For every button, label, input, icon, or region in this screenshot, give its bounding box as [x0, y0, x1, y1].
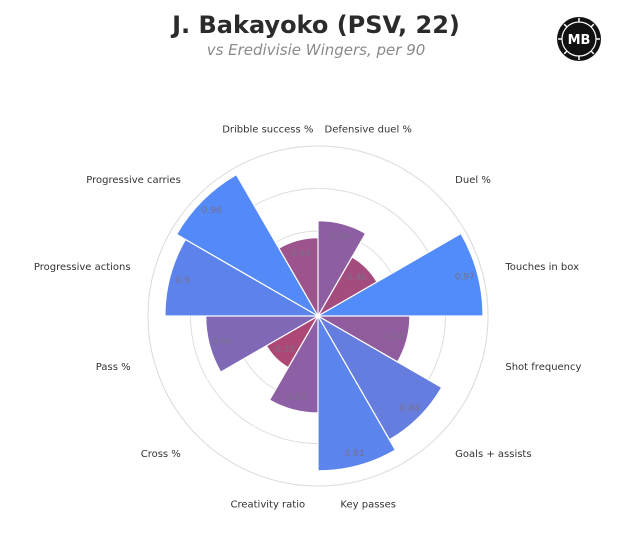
spoke-line	[317, 315, 404, 464]
category-label: Progressive actions	[34, 262, 131, 273]
spoke-line	[317, 168, 404, 317]
value-label: 0.97	[455, 273, 475, 283]
spoke-line	[232, 315, 319, 464]
spoke-line	[170, 315, 319, 402]
spoke-line	[317, 315, 466, 402]
value-label: 0.35	[275, 345, 295, 355]
category-label: Touches in box	[504, 262, 579, 273]
chart-subtitle: vs Eredivisie Wingers, per 90	[206, 41, 426, 59]
spoke-line	[232, 168, 319, 317]
chart-category-labels: Defensive duel % Duel % Touches in box Shot…	[34, 125, 582, 511]
value-label: 0.40	[347, 273, 367, 283]
value-label: 0.84	[400, 404, 420, 414]
category-label: Pass %	[96, 362, 131, 373]
value-label: 0.54	[384, 332, 404, 342]
category-label: Shot frequency	[505, 362, 581, 373]
chart-title: J. Bakayoko (PSV, 22)	[172, 11, 460, 39]
category-label: Cross %	[141, 449, 181, 460]
spoke-line	[317, 230, 466, 317]
chart-spokes	[147, 145, 489, 487]
category-label: Defensive duel %	[325, 125, 412, 136]
brand-logo: MB	[557, 17, 601, 61]
chart-bars	[164, 173, 484, 472]
category-label: Progressive carries	[86, 175, 181, 186]
category-label: Dribble success %	[222, 125, 313, 136]
category-label: Key passes	[340, 499, 396, 510]
category-label: Goals + assists	[455, 449, 531, 460]
bar-progressive-carries	[175, 173, 320, 318]
category-label: Duel %	[455, 175, 491, 186]
value-label: 0.9	[176, 276, 191, 286]
brand-logo-text: MB	[568, 33, 591, 48]
value-label: 0.46	[291, 249, 311, 259]
outer-ring	[147, 145, 489, 487]
chart-value-labels: 0.56 0.40 0.97 0.54 0.84 0.91 0.57 0.35 0.66 0.9 0…	[176, 206, 475, 459]
category-label: Creativity ratio	[230, 499, 305, 510]
bar-touches-in-box	[316, 232, 484, 317]
value-label: 0.96	[202, 206, 222, 216]
value-label: 0.66	[212, 338, 232, 348]
spoke-line	[170, 230, 319, 317]
value-label: 0.56	[329, 233, 349, 243]
value-label: 0.57	[286, 393, 306, 403]
value-label: 0.91	[345, 449, 365, 459]
